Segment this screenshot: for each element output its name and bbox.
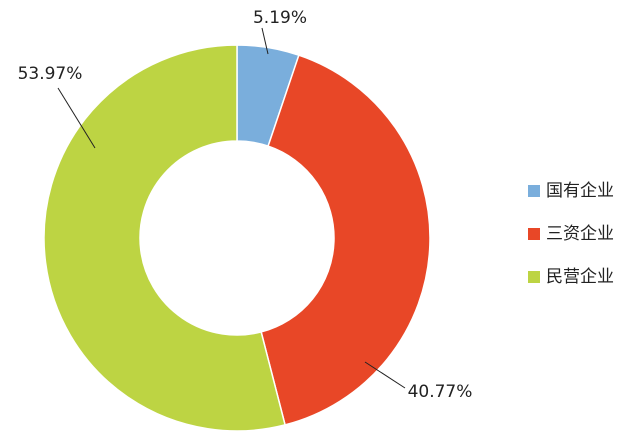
data-label: 53.97% — [18, 64, 83, 84]
leader-line — [261, 27, 269, 55]
data-label: 5.19% — [253, 8, 307, 28]
legend-label: 国有企业 — [546, 181, 614, 201]
legend-swatch — [528, 228, 540, 240]
donut-slice — [43, 44, 287, 432]
leader-line — [364, 361, 406, 389]
legend-swatch — [528, 185, 540, 197]
donut-slice — [260, 54, 431, 426]
leader-line — [57, 87, 96, 149]
legend-label: 民营企业 — [546, 267, 614, 287]
legend-swatch — [528, 271, 540, 283]
legend-label: 三资企业 — [546, 224, 614, 244]
data-label: 40.77% — [408, 382, 473, 402]
